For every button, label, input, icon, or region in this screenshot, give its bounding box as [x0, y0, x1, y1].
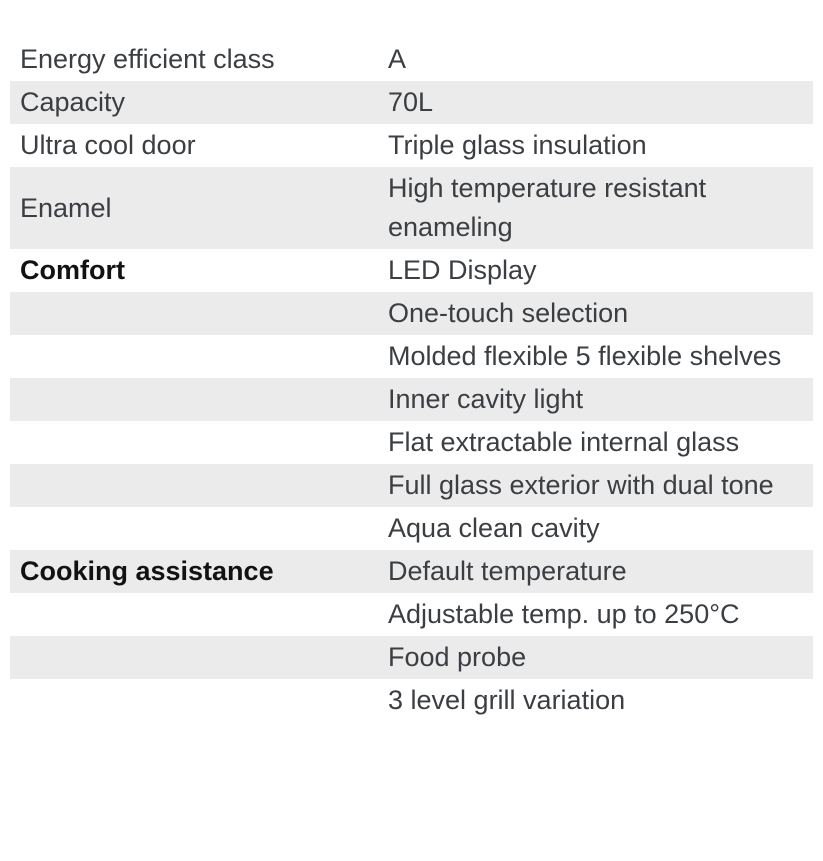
- spec-row: Comfort LED Display: [10, 249, 813, 292]
- spec-label: Cooking assistance: [20, 556, 274, 586]
- spec-label: Enamel: [20, 192, 112, 223]
- spec-row: Cooking assistance Default temperature: [10, 550, 813, 593]
- spec-row: Enamel High temperature resistant enamel…: [10, 167, 813, 249]
- spec-value: Default temperature: [388, 556, 627, 586]
- spec-value: High temperature resistant enameling: [388, 173, 707, 242]
- spec-value: Triple glass insulation: [388, 130, 647, 160]
- spec-row: Inner cavity light: [10, 378, 813, 421]
- spec-row: Molded flexible 5 flexible shelves: [10, 335, 813, 378]
- spec-value: Molded flexible 5 flexible shelves: [388, 341, 782, 371]
- spec-value: Aqua clean cavity: [388, 513, 600, 543]
- spec-value: A: [388, 44, 407, 74]
- spec-row: Ultra cool door Triple glass insulation: [10, 124, 813, 167]
- spec-row: Capacity 70L: [10, 81, 813, 124]
- spec-row: Flat extractable internal glass: [10, 421, 813, 464]
- spec-row: Adjustable temp. up to 250°C: [10, 593, 813, 636]
- spec-value: Full glass exterior with dual tone: [388, 470, 774, 500]
- spec-label: Energy efficient class: [20, 44, 275, 74]
- spec-value: Inner cavity light: [388, 384, 584, 414]
- spec-value: LED Display: [388, 255, 537, 285]
- spec-value: One-touch selection: [388, 298, 629, 328]
- spec-label: Comfort: [20, 255, 125, 285]
- spec-row: Food probe: [10, 636, 813, 679]
- spec-value: Adjustable temp. up to 250°C: [388, 599, 740, 629]
- spec-row: Full glass exterior with dual tone: [10, 464, 813, 507]
- spec-label: Ultra cool door: [20, 130, 196, 160]
- spec-row: 3 level grill variation: [10, 679, 813, 722]
- spec-value: 70L: [388, 87, 434, 117]
- spec-value: 3 level grill variation: [388, 685, 626, 715]
- spec-value: Food probe: [388, 642, 527, 672]
- spec-row: Aqua clean cavity: [10, 507, 813, 550]
- spec-label: Capacity: [20, 87, 126, 117]
- specifications-table: Energy efficient class A Capacity 70L Ul…: [10, 38, 813, 722]
- spec-value: Flat extractable internal glass: [388, 427, 740, 457]
- spec-row: One-touch selection: [10, 292, 813, 335]
- spec-row: Energy efficient class A: [10, 38, 813, 81]
